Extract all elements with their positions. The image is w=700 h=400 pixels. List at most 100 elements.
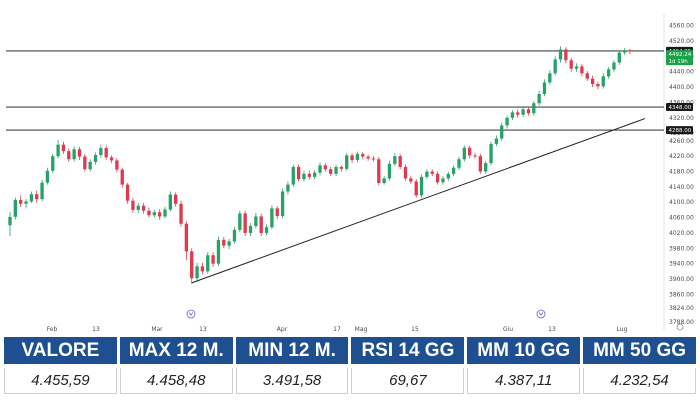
- candle-body: [152, 212, 156, 216]
- price-tick-label: 3824.00: [669, 305, 694, 312]
- price-tick-label: 4260.00: [669, 138, 694, 145]
- candle-body: [56, 144, 60, 157]
- candle-body: [115, 160, 119, 170]
- candle-body: [77, 149, 82, 157]
- level-tag: [666, 126, 693, 135]
- price-tick-label: 3860.00: [669, 291, 694, 298]
- candle-body: [24, 201, 28, 204]
- candle-body: [425, 171, 429, 177]
- candle-body: [596, 84, 600, 87]
- candle-body: [99, 148, 103, 156]
- value-max-12m: 4.458,48: [119, 368, 233, 394]
- candle-body: [521, 109, 525, 115]
- header-mm-50gg: MM 50 GG: [583, 337, 696, 364]
- candle-body: [473, 155, 477, 157]
- candle-body: [51, 156, 55, 171]
- candle-body: [120, 169, 124, 185]
- price-tick-label: 4440.00: [669, 69, 694, 76]
- price-tick-label: 4520.00: [669, 38, 694, 45]
- stats-header-row: VALORE MAX 12 M. MIN 12 M. RSI 14 GG MM …: [4, 337, 696, 364]
- price-tick-label: 4020.00: [669, 230, 694, 237]
- candle-body: [13, 199, 18, 217]
- candle-body: [72, 149, 76, 160]
- time-tick-label: Mar: [151, 326, 163, 333]
- header-mm-10gg: MM 10 GG: [467, 337, 581, 364]
- candle-body: [286, 184, 290, 192]
- candle-body: [467, 147, 472, 156]
- time-tick-label: Apr: [277, 326, 288, 333]
- candle-body: [537, 94, 541, 104]
- candle-body: [558, 49, 563, 60]
- value-mm-10gg: 4.387,11: [467, 368, 581, 394]
- candle-body: [414, 181, 418, 196]
- candle-body: [542, 82, 547, 94]
- header-rsi-14gg: RSI 14 GG: [351, 337, 465, 364]
- time-tick-label: Lug: [617, 326, 628, 333]
- level-tag: [666, 103, 693, 112]
- candle-body: [302, 173, 306, 180]
- candle-body: [601, 76, 605, 87]
- event-marker-icon: [536, 309, 546, 319]
- candle-body: [270, 208, 274, 228]
- candle-body: [371, 158, 376, 160]
- candle-body: [259, 216, 263, 233]
- value-rsi-14gg: 69,67: [351, 368, 465, 394]
- time-tick-label: Feb: [47, 326, 58, 333]
- candle-body: [296, 166, 301, 180]
- candle-body: [361, 153, 365, 157]
- candle-body: [435, 173, 440, 183]
- candle-body: [451, 167, 456, 174]
- candle-body: [222, 239, 226, 246]
- candle-body: [163, 209, 167, 217]
- time-tick-label: 15: [411, 326, 419, 333]
- candle-body: [580, 66, 584, 74]
- level-tag-label: 4288.00: [669, 128, 692, 134]
- candle-body: [83, 156, 87, 170]
- stats-value-row: 4.455,59 4.458,48 3.491,58 69,67 4.387,1…: [4, 368, 696, 394]
- header-max-12m: MAX 12 M.: [119, 337, 233, 364]
- candle-body: [553, 59, 557, 74]
- candle-body: [355, 153, 360, 161]
- candle-body: [409, 178, 413, 182]
- candle-body: [329, 169, 333, 174]
- event-marker-icon: [186, 309, 196, 319]
- candle-body: [280, 191, 285, 217]
- candle-body: [350, 155, 354, 161]
- price-tick-label: 3788.00: [669, 319, 694, 326]
- candle-body: [484, 163, 488, 172]
- candle-body: [500, 125, 504, 139]
- candle-body: [312, 172, 317, 177]
- candle-body: [238, 213, 242, 230]
- candle-body: [564, 49, 568, 61]
- candle-body: [40, 182, 44, 200]
- candle-body: [339, 166, 344, 169]
- candle-body: [532, 103, 536, 114]
- level-tag-label: 4348.00: [669, 105, 692, 111]
- candle-body: [430, 171, 434, 174]
- price-tick-label: 3940.00: [669, 261, 694, 268]
- candle-body: [318, 165, 322, 173]
- candle-body: [505, 117, 509, 126]
- stats-table: VALORE MAX 12 M. MIN 12 M. RSI 14 GG MM …: [4, 337, 696, 398]
- header-min-12m: MIN 12 M.: [235, 337, 349, 364]
- price-tick-label: 3900.00: [669, 276, 694, 283]
- candle-body: [216, 239, 221, 264]
- last-price-tag: [666, 50, 693, 66]
- candle-body: [125, 184, 130, 201]
- price-tick-label: 4360.00: [669, 99, 694, 106]
- candle-body: [264, 227, 269, 233]
- price-tick-label: 3980.00: [669, 245, 694, 252]
- candle-body: [157, 212, 162, 217]
- candle-body: [617, 52, 621, 63]
- candle-body: [345, 155, 349, 169]
- candle-body: [387, 163, 392, 179]
- candle-body: [179, 203, 183, 224]
- candlestick-chart-svg: 4560.004520.004480.004440.004400.004360.…: [6, 14, 694, 333]
- candle-body: [516, 112, 520, 115]
- candle-body: [494, 138, 499, 144]
- candle-body: [19, 199, 23, 204]
- value-valore: 4.455,59: [4, 368, 117, 394]
- candle-body: [366, 156, 370, 159]
- candle-body: [200, 266, 205, 272]
- price-tick-label: 4320.00: [669, 115, 694, 122]
